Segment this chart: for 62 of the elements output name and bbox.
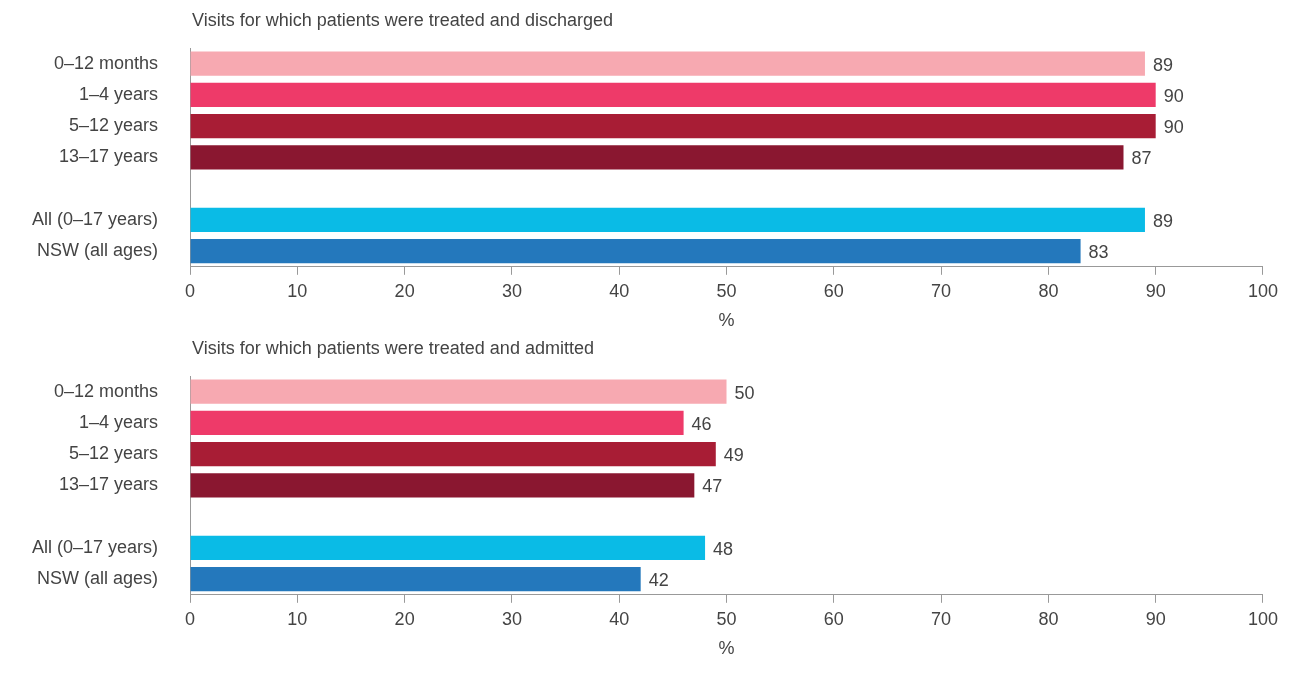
bar <box>190 410 684 436</box>
x-tick-label: 70 <box>931 280 952 301</box>
x-tick-label: 0 <box>185 280 196 301</box>
x-tick-label: 10 <box>287 608 308 629</box>
x-tick-label: 50 <box>716 280 737 301</box>
data-label: 48 <box>713 538 734 559</box>
y-tick-label: 1–4 years <box>78 83 159 104</box>
bar <box>190 441 716 467</box>
bar <box>190 566 641 592</box>
bar <box>190 207 1145 233</box>
data-label: 46 <box>691 413 712 434</box>
data-label: 90 <box>1163 117 1184 138</box>
data-label: 90 <box>1163 85 1184 106</box>
bar <box>190 535 706 561</box>
x-tick-label: 90 <box>1145 608 1166 629</box>
x-tick-label: 20 <box>394 280 415 301</box>
y-tick-label: 5–12 years <box>68 115 159 136</box>
x-tick-label: 100 <box>1247 608 1279 629</box>
bar <box>190 113 1156 139</box>
x-tick-label: 40 <box>609 280 630 301</box>
y-tick-label: 13–17 years <box>58 474 159 495</box>
data-label: 87 <box>1131 148 1152 169</box>
x-tick-label: 10 <box>287 280 308 301</box>
data-label: 83 <box>1088 242 1109 263</box>
x-tick-label: 20 <box>394 608 415 629</box>
x-tick-label: 30 <box>501 608 522 629</box>
y-tick-label: NSW (all ages) <box>37 568 159 589</box>
x-tick-label: 30 <box>501 280 522 301</box>
data-label: 50 <box>734 382 755 403</box>
y-tick-label: NSW (all ages) <box>37 240 159 261</box>
x-tick-label: 80 <box>1038 608 1059 629</box>
chart-title: Visits for which patients were treated and admitted <box>192 337 594 358</box>
y-tick-label: 5–12 years <box>68 443 159 464</box>
y-tick-label: 0–12 months <box>53 52 159 73</box>
x-tick-label: 60 <box>823 280 844 301</box>
x-tick-label: 100 <box>1247 280 1279 301</box>
bar <box>190 238 1081 264</box>
x-tick-label: 90 <box>1145 280 1166 301</box>
data-label: 89 <box>1152 54 1173 75</box>
y-tick-label: 1–4 years <box>78 411 159 432</box>
bar <box>190 473 695 498</box>
y-tick-label: 0–12 months <box>53 380 159 401</box>
data-label: 89 <box>1152 210 1173 231</box>
x-tick-label: 80 <box>1038 280 1059 301</box>
chart-title: Visits for which patients were treated and discharged <box>192 9 613 30</box>
bar <box>190 145 1124 170</box>
y-tick-label: 13–17 years <box>58 146 159 167</box>
bar <box>190 82 1156 108</box>
data-label: 49 <box>723 445 744 466</box>
bar <box>190 51 1145 76</box>
data-label: 47 <box>702 476 723 497</box>
x-axis-title: % <box>718 310 735 331</box>
bar <box>190 379 727 404</box>
y-tick-label: All (0–17 years) <box>31 208 159 229</box>
x-axis-title: % <box>718 638 735 659</box>
x-tick-label: 70 <box>931 608 952 629</box>
x-tick-label: 50 <box>716 608 737 629</box>
x-tick-label: 0 <box>185 608 196 629</box>
x-tick-label: 60 <box>823 608 844 629</box>
y-tick-label: All (0–17 years) <box>31 536 159 557</box>
data-label: 42 <box>648 570 669 591</box>
x-tick-label: 40 <box>609 608 630 629</box>
